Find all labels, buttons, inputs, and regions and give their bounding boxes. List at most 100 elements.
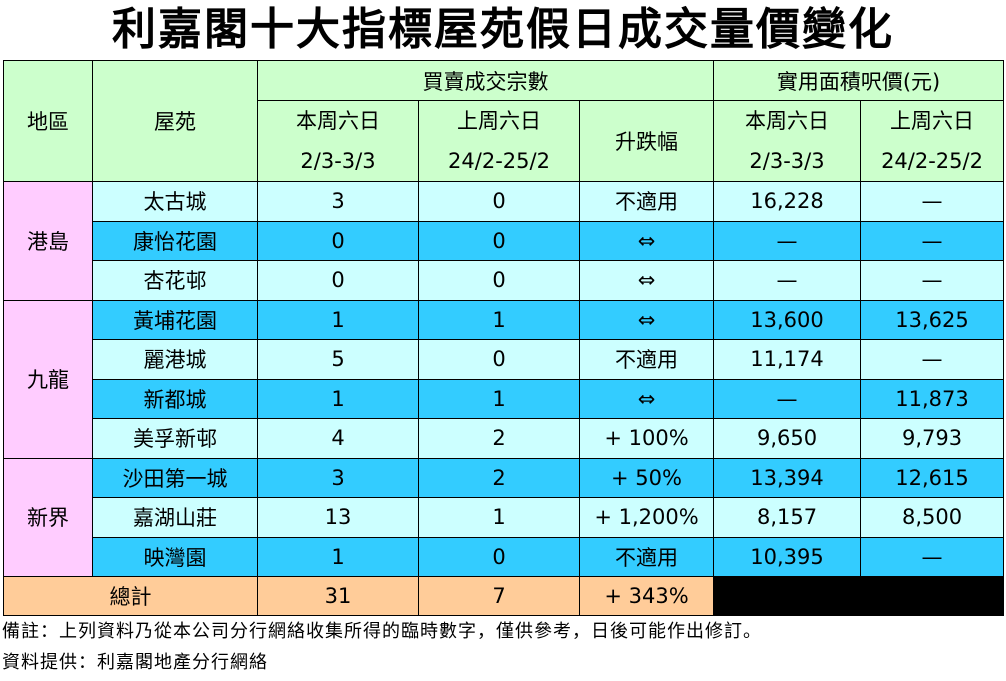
value-cell: —: [713, 378, 862, 419]
header-dates: 24/2-25/2: [881, 149, 983, 173]
header-label: 本周六日: [745, 109, 830, 133]
header-cell: 上周六日 24/2-25/2: [418, 100, 580, 182]
total-cell: + 343%: [578, 576, 715, 616]
value-cell: 11,873: [860, 378, 1005, 419]
value-cell: 1: [418, 299, 580, 340]
header-group: 實用面積呎價(元): [713, 60, 1005, 101]
value-cell: 13,625: [860, 299, 1005, 340]
value-cell: 12,615: [860, 457, 1005, 498]
blank-cell: [713, 576, 1005, 616]
estate-cell: 映灣園: [92, 536, 258, 577]
value-cell: 9,650: [713, 418, 862, 459]
row: 港島 太古城 3 0 不適用 16,228—: [3, 181, 1005, 301]
header-cell: 升跌幅: [578, 100, 715, 182]
header-cell: 上周六日 24/2-25/2: [860, 100, 1005, 182]
region-cell: 九龍: [3, 299, 93, 459]
region-cell: 港島: [3, 181, 93, 301]
estate-cell: 太古城: [92, 181, 258, 222]
header-dates: 2/3-3/3: [300, 149, 376, 173]
value-cell: —: [860, 339, 1005, 380]
header-dates: 24/2-25/2: [448, 149, 550, 173]
header-label: 上周六日: [890, 109, 975, 133]
header-cell: 本周六日 2/3-3/3: [713, 100, 862, 182]
value-cell: 0: [418, 181, 580, 222]
value-cell: 1: [418, 378, 580, 419]
value-cell: 不適用: [578, 339, 715, 380]
row: 美孚新邨 4 2 + 100% 9,650 9,793: [4, 418, 1005, 459]
value-cell: 3: [257, 181, 419, 222]
row: 麗港城 5 0 不適用 11,174—: [4, 339, 1005, 380]
estate-cell: 嘉湖山莊: [92, 497, 258, 538]
value-cell: 0: [418, 339, 580, 380]
total-cell: 7: [418, 576, 580, 616]
table: 地區 屋苑 買賣成交宗數 實用面積呎價(元) 本周六日 2/3-3/3 上周六日 24/2-2…: [3, 60, 1005, 616]
row: 映灣園 1 0 不適用 10,395—: [4, 536, 1005, 577]
value-cell: 0: [418, 220, 580, 261]
value-cell: ⇔: [578, 220, 715, 261]
value-cell: —: [713, 260, 862, 301]
row: 九龍 黃埔花園 1 1 ⇔ 13,600 13,625: [3, 299, 1005, 459]
region-cell: 新界: [3, 457, 93, 577]
header-dates: 2/3-3/3: [749, 149, 825, 173]
total-label: 總計: [3, 576, 258, 616]
estate-cell: 黃埔花園: [92, 299, 258, 340]
header-cell: 地區: [3, 60, 93, 182]
total-cell: 31: [257, 576, 419, 616]
value-cell: 13,600: [713, 299, 862, 340]
value-cell: 11,174: [713, 339, 862, 380]
row: 新界 沙田第一城 3 2 + 50% 13,394 12,615: [3, 457, 1005, 577]
header-group: 買賣成交宗數: [256, 60, 715, 101]
value-cell: 1: [257, 378, 419, 419]
row: 本周六日 2/3-3/3 上周六日 24/2-25/2 升跌幅 本周六日 2/3-3/3 上周…: [4, 100, 1005, 182]
estate-cell: 新都城: [92, 378, 258, 419]
header-label: 上周六日: [457, 109, 541, 133]
value-cell: 0: [418, 260, 580, 301]
title: 利嘉閣十大指標屋苑假日成交量價變化: [112, 4, 894, 55]
estate-cell: 麗港城: [92, 339, 258, 380]
row: 新都城 1 1 ⇔ —11,873: [4, 378, 1005, 419]
value-cell: —: [860, 536, 1005, 577]
value-cell: 9,793: [860, 418, 1005, 459]
row: 總計 31 7 + 343%: [3, 576, 1005, 616]
value-cell: 3: [257, 457, 419, 498]
value-cell: 13,394: [713, 457, 862, 498]
value-cell: 不適用: [578, 536, 715, 577]
value-cell: + 50%: [578, 457, 715, 498]
value-cell: —: [860, 220, 1005, 261]
value-cell: ⇔: [578, 260, 715, 301]
value-cell: 10,395: [713, 536, 862, 577]
value-cell: —: [713, 220, 862, 261]
value-cell: 8,157: [713, 497, 862, 538]
value-cell: 1: [418, 497, 580, 538]
value-cell: 1: [257, 299, 419, 340]
note: 備註：上列資料乃從本公司分行網絡收集所得的臨時數字，僅供參考，日後可能作出修訂。: [2, 621, 762, 642]
value-cell: 0: [257, 220, 419, 261]
value-cell: + 100%: [578, 418, 715, 459]
row: 康怡花園 0 0 ⇔ — —: [4, 220, 1005, 261]
value-cell: 不適用: [578, 181, 715, 222]
value-cell: 2: [418, 457, 580, 498]
value-cell: —: [860, 181, 1005, 222]
estate-cell: 沙田第一城: [92, 457, 258, 498]
header-label: 本周六日: [296, 109, 380, 133]
estate-cell: 杏花邨: [92, 260, 258, 301]
value-cell: 0: [418, 536, 580, 577]
row: 嘉湖山莊 13 1 + 1,200% 8,157 8,500: [4, 497, 1005, 538]
value-cell: + 1,200%: [578, 497, 715, 538]
value-cell: 1: [257, 536, 419, 577]
header-cell: 屋苑: [92, 60, 258, 182]
value-cell: 4: [257, 418, 419, 459]
value-cell: 0: [257, 260, 419, 301]
value-cell: ⇔: [578, 299, 715, 340]
value-cell: 16,228: [713, 181, 862, 222]
row: 地區 屋苑 買賣成交宗數 實用面積呎價(元): [3, 60, 1005, 182]
estate-cell: 美孚新邨: [92, 418, 258, 459]
row: 杏花邨 0 0 ⇔ — —: [4, 260, 1005, 301]
value-cell: 5: [257, 339, 419, 380]
estate-cell: 康怡花園: [92, 220, 258, 261]
value-cell: 2: [418, 418, 580, 459]
value-cell: ⇔: [578, 378, 715, 419]
value-cell: —: [860, 260, 1005, 301]
value-cell: 8,500: [860, 497, 1005, 538]
